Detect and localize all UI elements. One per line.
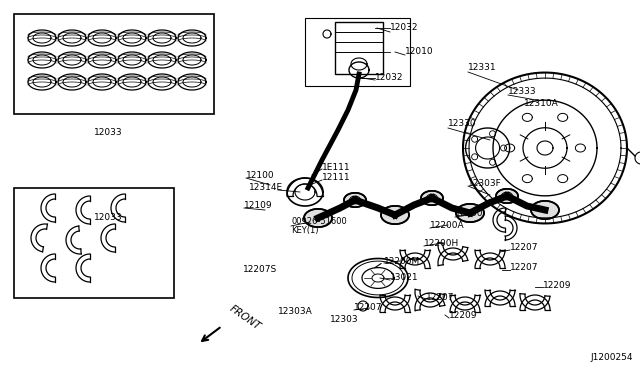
Polygon shape [496,189,518,203]
Text: 12314E: 12314E [249,183,283,192]
Polygon shape [304,209,332,227]
Bar [335,22,383,74]
Text: 12200A: 12200A [430,221,465,231]
Text: 12200M: 12200M [384,257,420,266]
Polygon shape [531,201,559,219]
Polygon shape [381,206,409,224]
Polygon shape [344,193,366,207]
Text: 12207: 12207 [510,263,538,273]
Text: 12100: 12100 [246,170,275,180]
Text: 12200H: 12200H [424,240,460,248]
Text: 12209: 12209 [449,311,477,321]
Text: 12303F: 12303F [468,180,502,189]
Text: J1200254: J1200254 [590,353,632,362]
Text: 12032: 12032 [375,74,403,83]
Text: 1E111: 1E111 [322,163,351,171]
Bar [14,188,174,298]
Text: 12209: 12209 [543,280,572,289]
Bar [305,18,410,86]
Polygon shape [421,191,443,205]
Text: FRONT: FRONT [228,304,263,332]
Text: 12032: 12032 [390,23,419,32]
Text: 12331: 12331 [468,64,497,73]
Text: 12111: 12111 [322,173,351,183]
Text: 12109: 12109 [244,202,273,211]
Text: KEY(1): KEY(1) [291,227,319,235]
Text: 13021: 13021 [390,273,419,282]
Polygon shape [456,204,484,222]
Text: 12207: 12207 [510,244,538,253]
Text: 12033: 12033 [93,128,122,137]
Text: 12200: 12200 [455,209,483,218]
Text: 12207: 12207 [426,292,454,301]
Text: 12010: 12010 [405,48,434,57]
Text: 12033: 12033 [93,214,122,222]
Text: 12310A: 12310A [524,99,559,108]
Text: 12207: 12207 [354,304,383,312]
Bar [14,14,214,114]
Text: 12330: 12330 [448,119,477,128]
Text: 12333: 12333 [508,87,536,96]
Text: 12303: 12303 [330,315,358,324]
Text: 12207S: 12207S [243,266,277,275]
Text: 12303A: 12303A [278,308,313,317]
Text: 00926-51600: 00926-51600 [291,218,347,227]
